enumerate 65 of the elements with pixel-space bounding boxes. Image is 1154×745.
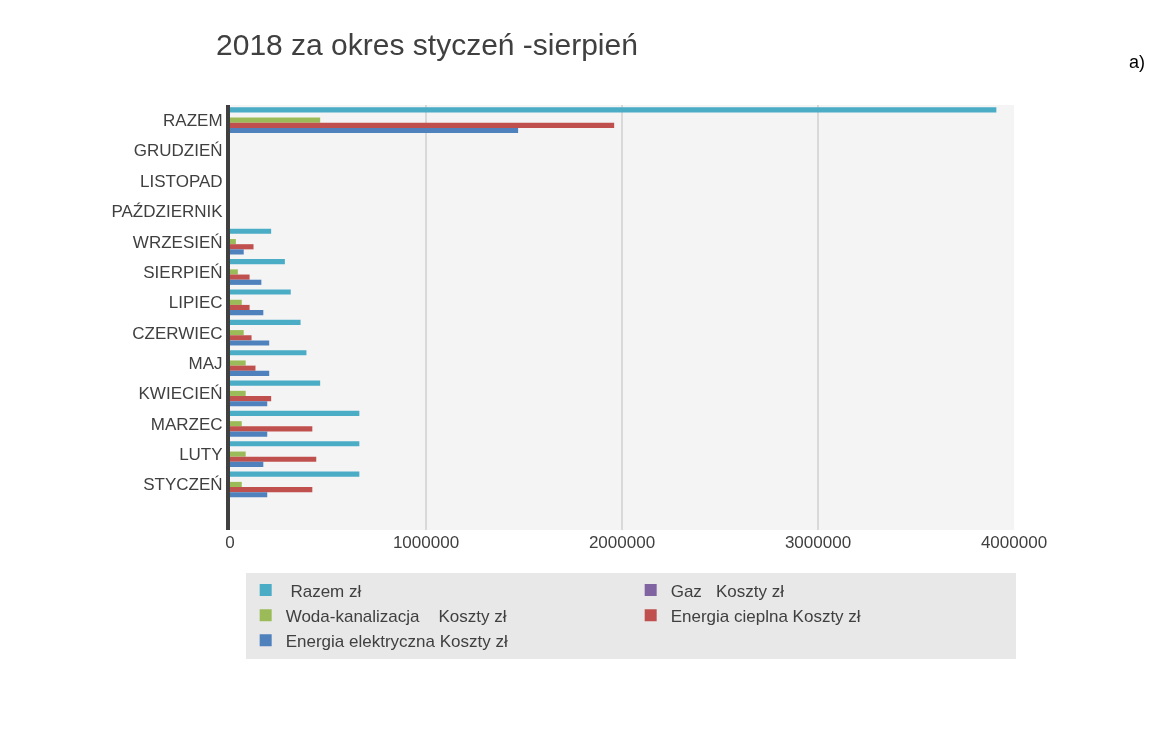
bar [230,269,238,275]
bar [230,259,285,265]
bar [230,426,313,432]
x-tick-label: 4000000 [980,533,1048,552]
bar [230,310,264,316]
bar [230,228,272,234]
bar [230,319,301,325]
legend-label: Energia cieplna Koszty zł [670,606,861,626]
bar [230,441,360,447]
legend-label: Woda-kanalizacja Koszty zł [285,606,507,626]
x-tick-label: 1000000 [392,533,460,552]
y-tick-label: CZERWIEC [132,323,223,343]
chart-title: 2018 za okres styczeń -sierpień [216,27,638,61]
bar [230,335,252,341]
bar [230,471,360,477]
bar [230,249,244,255]
bar [230,330,244,336]
bar [230,304,250,311]
y-tick-label: PAŹDZIERNIK [111,202,224,222]
bar [230,239,236,245]
bar [230,289,291,295]
bar [230,487,313,493]
bar [230,380,321,386]
bar [230,461,264,468]
bar [230,451,246,457]
x-tick-label: 3000000 [784,533,852,552]
y-tick-label: LISTOPAD [140,171,223,191]
legend-label: Gaz Koszty zł [670,581,785,601]
bar [230,492,268,498]
bar [230,401,268,407]
x-tick-label: 0 [225,533,235,552]
legend-label: Energia elektryczna Koszty zł [285,631,508,651]
x-tick-label: 2000000 [588,533,656,552]
bar [230,481,242,488]
y-tick-label: STYCZEŃ [143,475,223,495]
bar [230,299,242,305]
bar [230,360,246,366]
bar [230,410,360,417]
bar [230,456,317,462]
legend-label: Razem zł [285,581,362,601]
y-tick-label: RAZEM [163,111,223,131]
bar [230,279,262,285]
bar [230,122,615,128]
bar [230,365,256,371]
bar [230,370,270,376]
bar [230,390,246,396]
bar [230,350,307,356]
bar [230,431,268,437]
bar [230,395,272,402]
y-tick-label: GRUDZIEŃ [133,141,223,161]
y-tick-label: MARZEC [150,414,223,434]
bar [230,244,254,250]
bar [230,107,997,113]
y-tick-label: SIERPIEŃ [143,262,223,282]
y-tick-label: KWIECIEŃ [138,384,223,404]
y-tick-label: WRZESIEŃ [132,232,223,252]
text: a) [1129,52,1146,72]
y-tick-label: MAJ [188,353,223,373]
y-tick-label: LUTY [179,445,223,465]
bar [230,421,242,427]
bar [230,127,519,134]
bar [230,340,270,346]
y-tick-label: LIPIEC [168,293,223,313]
bar [230,117,321,123]
bar [230,274,250,280]
